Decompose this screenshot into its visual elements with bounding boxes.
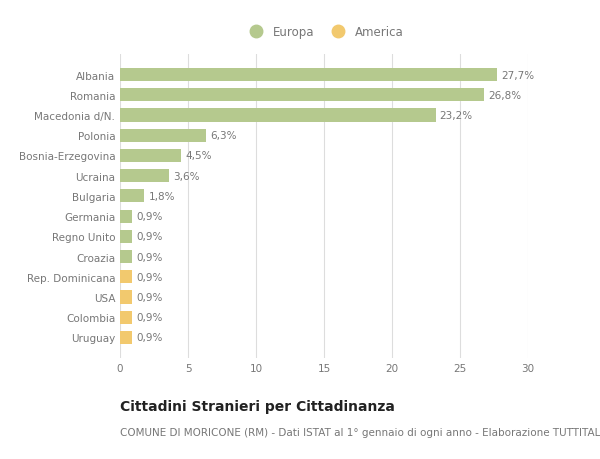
Text: 0,9%: 0,9% <box>136 212 163 222</box>
Bar <box>120 311 132 324</box>
Bar <box>120 331 132 344</box>
Bar <box>120 109 436 122</box>
Bar <box>120 89 484 102</box>
Text: 26,8%: 26,8% <box>488 90 521 101</box>
Text: 6,3%: 6,3% <box>210 131 236 141</box>
Bar <box>120 69 497 82</box>
Text: 3,6%: 3,6% <box>173 171 200 181</box>
Bar <box>120 251 132 263</box>
Text: 27,7%: 27,7% <box>501 70 534 80</box>
Text: 0,9%: 0,9% <box>136 292 163 302</box>
Text: 0,9%: 0,9% <box>136 272 163 282</box>
Bar <box>120 210 132 223</box>
Bar <box>120 129 206 142</box>
Text: COMUNE DI MORICONE (RM) - Dati ISTAT al 1° gennaio di ogni anno - Elaborazione T: COMUNE DI MORICONE (RM) - Dati ISTAT al … <box>120 427 600 437</box>
Text: 0,9%: 0,9% <box>136 313 163 323</box>
Bar <box>120 190 145 203</box>
Text: 4,5%: 4,5% <box>185 151 212 161</box>
Text: 0,9%: 0,9% <box>136 333 163 343</box>
Text: Cittadini Stranieri per Cittadinanza: Cittadini Stranieri per Cittadinanza <box>120 399 395 413</box>
Text: 0,9%: 0,9% <box>136 232 163 242</box>
Text: 1,8%: 1,8% <box>149 191 175 202</box>
Bar <box>120 291 132 304</box>
Text: 0,9%: 0,9% <box>136 252 163 262</box>
Bar <box>120 230 132 243</box>
Legend: Europa, America: Europa, America <box>240 22 408 44</box>
Bar <box>120 170 169 183</box>
Bar <box>120 271 132 284</box>
Bar <box>120 150 181 162</box>
Text: 23,2%: 23,2% <box>440 111 473 121</box>
